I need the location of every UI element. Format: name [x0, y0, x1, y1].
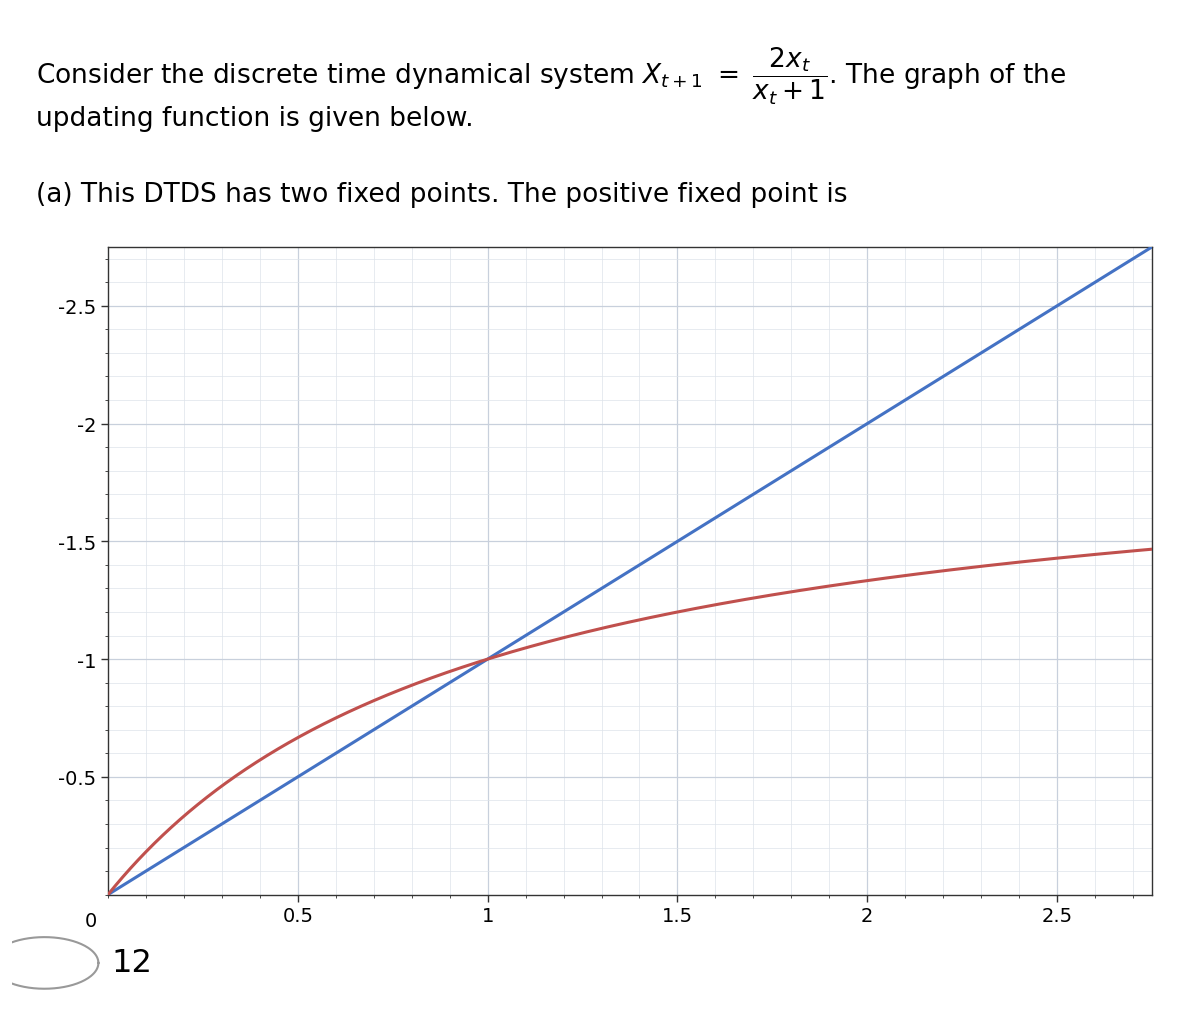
Text: updating function is given below.: updating function is given below. [36, 106, 474, 132]
Text: (a) This DTDS has two fixed points. The positive fixed point is: (a) This DTDS has two fixed points. The … [36, 182, 847, 208]
Text: 0: 0 [84, 911, 97, 930]
Text: 12: 12 [112, 947, 152, 979]
Text: Consider the discrete time dynamical system $\mathit{X}_{t+1}\ =\ \dfrac{2x_t}{x: Consider the discrete time dynamical sys… [36, 45, 1067, 107]
